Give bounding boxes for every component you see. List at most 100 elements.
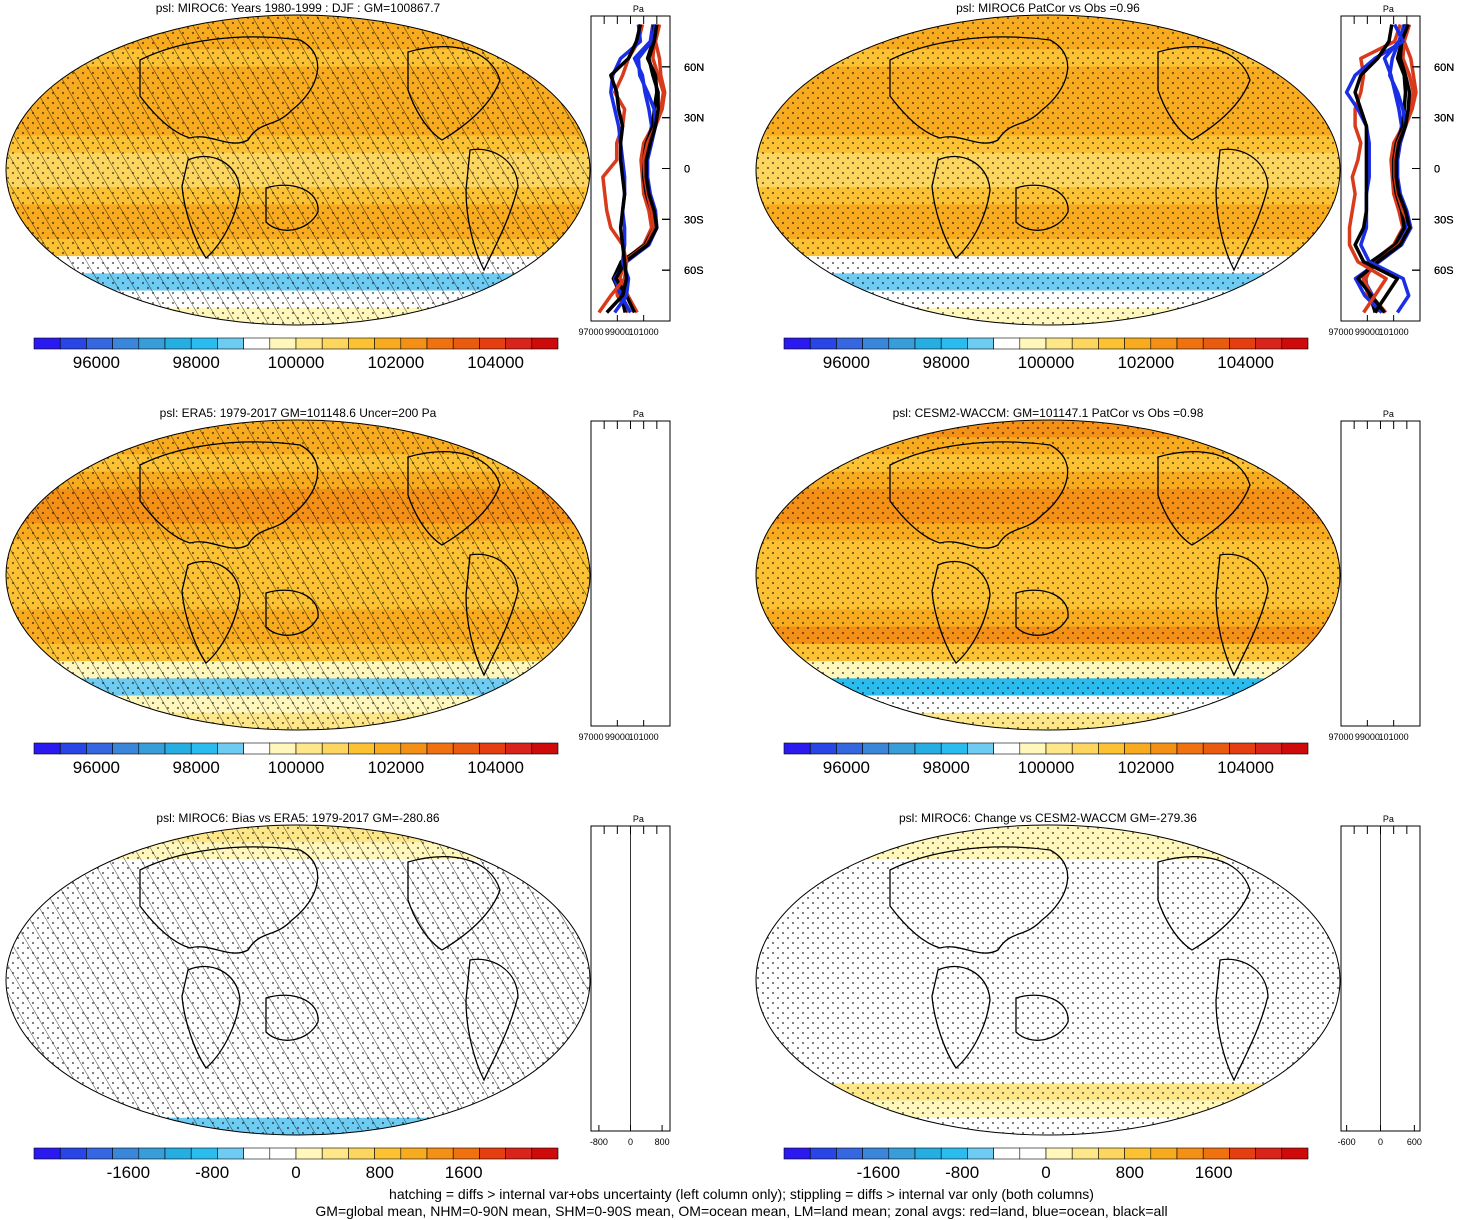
colorbar-swatch xyxy=(374,337,402,350)
profile-lat-label: 60S xyxy=(1434,265,1454,277)
continent-outline xyxy=(265,184,319,231)
colorbar-swatch xyxy=(1255,337,1283,350)
colorbar-swatch xyxy=(1150,1147,1178,1160)
profile-lat-label: 0 xyxy=(684,164,690,176)
profile-unit: Pa xyxy=(1383,409,1394,419)
profile-lat-label: 30N xyxy=(684,113,704,125)
panel-title: psl: ERA5: 1979-2017 GM=101148.6 Uncer=2… xyxy=(160,406,437,420)
map-field xyxy=(6,420,590,730)
profile-lat-label: 60N xyxy=(684,62,704,74)
colorbar-swatch xyxy=(783,742,811,755)
profile-unit: Pa xyxy=(633,409,644,419)
colorbar-swatch xyxy=(993,337,1021,350)
profile-lat-label: 30S xyxy=(1434,214,1454,226)
colorbar-tick-label: 104000 xyxy=(467,758,524,777)
colorbar-swatch xyxy=(862,742,890,755)
panel-4: psl: CESM2-WACCM: GM=101147.1 PatCor vs … xyxy=(755,23,1454,777)
colorbar-swatch xyxy=(138,1147,166,1160)
profile-lat-label: 30N xyxy=(1434,113,1454,125)
profile-x-tick-label: 99000 xyxy=(1355,327,1380,337)
colorbar-swatch xyxy=(1019,1147,1047,1160)
colorbar-swatch xyxy=(269,1147,297,1160)
zonal-profile: Pa -800 0 800 60N 30N 0 30S 60S xyxy=(590,24,704,1147)
colorbar-swatch xyxy=(967,1147,994,1160)
colorbar-swatch xyxy=(217,337,244,350)
continent-outline xyxy=(931,155,991,259)
colorbar-swatch xyxy=(505,742,533,755)
colorbar-swatch xyxy=(993,742,1021,755)
colorbar-swatch xyxy=(940,337,968,350)
profile-lat-label: 0 xyxy=(1434,164,1440,176)
profile-unit: Pa xyxy=(1383,4,1394,14)
colorbar-tick-label: 98000 xyxy=(173,353,220,372)
map-field xyxy=(756,825,1340,1135)
continent-outline xyxy=(1215,553,1269,677)
panel-2: psl: MIROC6 PatCor vs Obs =0.96 96000 9800… xyxy=(755,1,1454,372)
colorbar-swatch xyxy=(783,1147,811,1160)
colorbar-swatch xyxy=(1281,1147,1309,1160)
colorbar-swatch xyxy=(400,742,428,755)
continent-outline xyxy=(181,560,241,664)
colorbar-swatch xyxy=(1071,1147,1099,1160)
colorbar-swatch xyxy=(1098,337,1125,350)
panel-title: psl: MIROC6: Change vs CESM2-WACCM GM=-2… xyxy=(899,811,1197,825)
colorbar-swatch xyxy=(809,1147,837,1160)
continent-outline xyxy=(139,441,319,549)
colorbar-swatch xyxy=(967,742,994,755)
profile-lat-label: 30N xyxy=(1434,113,1454,125)
colorbar-swatch xyxy=(862,337,890,350)
colorbar-tick-label: 800 xyxy=(1116,1163,1144,1182)
colorbar-swatch xyxy=(479,1147,506,1160)
colorbar-swatch xyxy=(426,337,454,350)
profile-x-tick-label: 97000 xyxy=(1328,327,1353,337)
continent-outline xyxy=(465,148,519,272)
profile-x-tick-label: 0 xyxy=(1378,1137,1383,1147)
colorbar-swatch xyxy=(164,337,192,350)
colorbar: 96000 98000 100000 102000 104000 xyxy=(33,337,559,372)
continent-outline xyxy=(1015,994,1069,1041)
colorbar-swatch xyxy=(1045,337,1073,350)
profile-x-tick-label: 99000 xyxy=(605,327,630,337)
colorbar-tick-label: 100000 xyxy=(268,758,325,777)
profile-x-tick-label: 97000 xyxy=(1328,732,1353,742)
profile-x-tick-label: 0 xyxy=(628,1137,633,1147)
colorbar-swatch xyxy=(1255,1147,1283,1160)
colorbar-swatch xyxy=(164,1147,192,1160)
colorbar-swatch xyxy=(321,1147,349,1160)
colorbar-swatch xyxy=(1124,337,1152,350)
colorbar-swatch xyxy=(940,742,968,755)
continent-outline xyxy=(889,36,1069,144)
continent-outline xyxy=(181,965,241,1069)
profile-unit: Pa xyxy=(1383,814,1394,824)
profile-lat-label: 60N xyxy=(1434,62,1454,74)
continent-outline xyxy=(265,589,319,636)
colorbar-swatch xyxy=(164,742,192,755)
profile-frame xyxy=(590,420,671,727)
colorbar-tick-label: 98000 xyxy=(173,758,220,777)
colorbar-swatch xyxy=(59,337,87,350)
profile-x-tick-label: 99000 xyxy=(605,732,630,742)
colorbar-swatch xyxy=(33,1147,61,1160)
map-border xyxy=(5,824,591,1136)
colorbar-swatch xyxy=(888,1147,916,1160)
profile-lat-label: 60S xyxy=(684,265,704,277)
colorbar-swatch xyxy=(1098,742,1125,755)
colorbar-swatch xyxy=(809,337,837,350)
colorbar: 96000 98000 100000 102000 104000 xyxy=(783,337,1309,372)
colorbar-swatch xyxy=(348,742,375,755)
profile-lat-label: 60S xyxy=(1434,265,1454,277)
profile-lat-label: 60N xyxy=(1434,62,1454,74)
colorbar-swatch xyxy=(321,337,349,350)
colorbar-swatch xyxy=(138,337,166,350)
colorbar-swatch xyxy=(400,337,428,350)
profile-lat-label: 0 xyxy=(1434,164,1440,176)
footer-legend-note: GM=global mean, NHM=0-90N mean, SHM=0-90… xyxy=(315,1203,1168,1219)
profile-lat-label: 0 xyxy=(684,164,690,176)
colorbar-tick-label: 102000 xyxy=(1117,758,1174,777)
hatching xyxy=(6,420,590,730)
profile-lat-label: 60S xyxy=(684,265,704,277)
panel-title: psl: MIROC6 PatCor vs Obs =0.96 xyxy=(956,1,1140,15)
colorbar-swatch xyxy=(505,1147,533,1160)
colorbar-swatch xyxy=(426,742,454,755)
colorbar-swatch xyxy=(348,337,375,350)
